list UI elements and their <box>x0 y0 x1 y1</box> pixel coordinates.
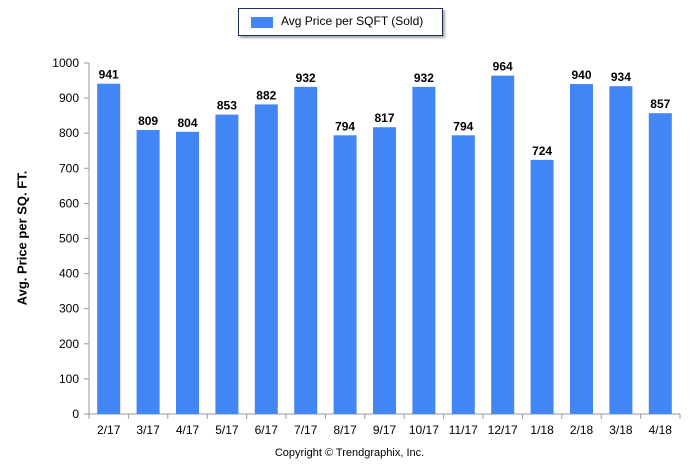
copyright-footer: Copyright © Trendgraphix, Inc. <box>274 447 425 459</box>
x-tick-label: 11/17 <box>449 423 478 437</box>
y-tick-label: 700 <box>59 161 79 175</box>
bar <box>176 131 199 414</box>
y-tick-label: 1000 <box>52 56 79 70</box>
y-tick-label: 400 <box>59 267 79 281</box>
bar-value-label: 809 <box>138 114 158 128</box>
x-tick-label: 10/17 <box>409 423 439 437</box>
bar <box>609 86 633 414</box>
y-tick-label: 300 <box>59 302 79 316</box>
bar-value-label: 817 <box>374 111 394 125</box>
bar <box>333 135 357 414</box>
legend-label: Avg Price per SQFT (Sold) <box>281 14 424 28</box>
bar <box>570 84 593 414</box>
bar <box>530 159 554 414</box>
x-tick-label: 1/18 <box>530 423 554 437</box>
y-tick-label: 200 <box>59 337 79 351</box>
bar <box>254 104 278 414</box>
x-tick-label: 12/17 <box>488 423 518 437</box>
bar <box>412 86 436 415</box>
x-tick-label: 2/18 <box>570 423 594 437</box>
y-tick-label: 100 <box>59 372 79 386</box>
x-tick-label: 6/17 <box>255 423 279 437</box>
bar <box>648 113 672 415</box>
bar-value-label: 794 <box>335 119 355 133</box>
bar <box>373 127 396 414</box>
x-tick-label: 4/17 <box>176 423 200 437</box>
y-tick-label: 0 <box>72 407 79 421</box>
x-tick-label: 5/17 <box>215 423 239 437</box>
chart-axes: 0 100 200 300 400 500 600 700 800 900 1000 <box>52 56 681 421</box>
bar-value-label: 882 <box>256 88 276 102</box>
bar-value-label: 724 <box>532 144 552 158</box>
x-tick-label: 8/17 <box>333 423 357 437</box>
y-axis-title: Avg. Price per SQ. FT. <box>14 170 30 306</box>
legend-swatch <box>251 17 273 28</box>
chart-legend: Avg Price per SQFT (Sold) <box>238 8 443 36</box>
y-tick-label: 800 <box>59 126 79 140</box>
bar-value-label: 932 <box>296 71 316 85</box>
bar-value-label: 804 <box>177 116 197 130</box>
chart-bars <box>97 75 672 415</box>
bar <box>97 83 121 415</box>
y-tick-label: 600 <box>59 196 79 210</box>
x-tick-label: 4/18 <box>649 423 673 437</box>
x-tick-label: 3/17 <box>136 423 160 437</box>
bar-value-label: 794 <box>453 119 473 133</box>
bar-value-label: 940 <box>571 68 591 82</box>
x-tick-label: 3/18 <box>609 423 633 437</box>
bar-value-label: 964 <box>493 60 513 74</box>
bar <box>491 75 515 415</box>
x-tick-label: 2/17 <box>97 423 121 437</box>
bar-value-label: 941 <box>99 68 119 82</box>
bar-value-label: 932 <box>414 71 434 85</box>
bar <box>451 135 475 414</box>
x-tick-label: 9/17 <box>373 423 397 437</box>
bar-value-label: 853 <box>217 99 237 113</box>
y-tick-label: 900 <box>59 91 79 105</box>
y-tick-label: 500 <box>59 232 79 246</box>
bar-value-label: 857 <box>650 97 670 111</box>
bar-value-label: 934 <box>611 70 631 84</box>
x-tick-label: 7/17 <box>294 423 318 437</box>
bar <box>215 114 239 415</box>
chart-data-labels: 2/17 941 3/17 809 4/17 804 5/17 853 6/17 882 7/17 9… <box>97 60 672 437</box>
bar <box>136 130 160 414</box>
bar <box>294 86 318 415</box>
